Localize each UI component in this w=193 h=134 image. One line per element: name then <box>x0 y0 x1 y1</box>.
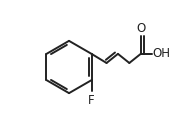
Text: OH: OH <box>153 47 171 60</box>
Text: F: F <box>88 94 95 107</box>
Text: O: O <box>136 22 145 35</box>
